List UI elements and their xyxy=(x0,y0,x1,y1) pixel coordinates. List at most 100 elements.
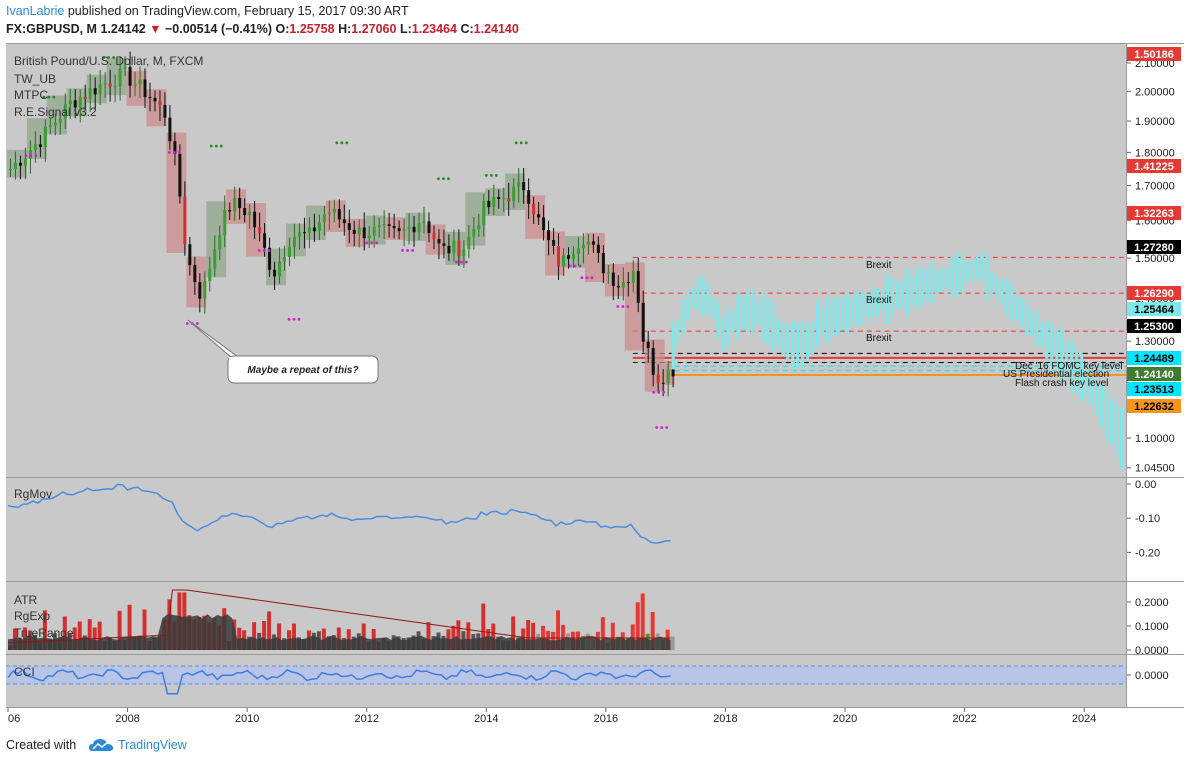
fomc-label: Dec '16 FOMC key level xyxy=(1015,361,1123,372)
candle-body xyxy=(218,235,222,250)
flash-crash-label: Flash crash key level xyxy=(1015,378,1108,389)
candle-body xyxy=(43,126,47,148)
projection-bar xyxy=(776,318,780,348)
projection-bar xyxy=(706,284,710,315)
projection-bar xyxy=(930,261,934,306)
projection-bar xyxy=(671,322,675,370)
candle-body xyxy=(243,208,247,216)
callout-bubble[interactable]: Maybe a repeat of this? xyxy=(187,319,379,384)
price-tick-label: 2.00000 xyxy=(1135,86,1175,98)
price-tick-label: 1.10000 xyxy=(1135,433,1175,445)
signal-dot xyxy=(102,56,106,59)
signal-dot xyxy=(267,249,271,252)
candle-body xyxy=(88,88,92,99)
true-range-bar xyxy=(635,602,640,650)
candle-body xyxy=(537,214,541,218)
range-box xyxy=(525,195,546,239)
price-badge-label: 1.50186 xyxy=(1134,49,1174,61)
signal-dot xyxy=(590,276,594,280)
candle-body xyxy=(477,225,481,230)
low-label: L: xyxy=(399,22,412,36)
candle-body xyxy=(123,66,127,69)
signal-dot xyxy=(578,264,582,268)
down-arrow-icon: ▼ xyxy=(149,22,162,36)
projection-bar xyxy=(1010,283,1014,322)
signal-dot xyxy=(219,144,223,148)
signal-dot xyxy=(257,249,261,252)
indicator-mtpc: MTPC xyxy=(14,88,48,102)
candle-body xyxy=(153,97,157,102)
true-range-bar xyxy=(361,623,366,650)
candle-body xyxy=(507,198,511,202)
price-tick-label: 1.80000 xyxy=(1135,147,1175,159)
candle-body xyxy=(148,97,152,99)
projection-bar xyxy=(1035,310,1039,348)
projection-bar xyxy=(895,281,899,310)
projection-bar xyxy=(1060,328,1064,382)
author-link[interactable]: IvanLabrie xyxy=(6,4,65,18)
candle-body xyxy=(23,158,27,166)
projection-bar xyxy=(756,301,760,325)
rgmov-line xyxy=(7,483,671,544)
time-tick-label: 2010 xyxy=(235,713,259,725)
projection-bar xyxy=(1050,323,1054,369)
true-range-bar xyxy=(142,609,147,650)
candle-body xyxy=(213,249,217,269)
candle-body xyxy=(372,227,376,236)
price-tick-label: 1.90000 xyxy=(1135,116,1175,128)
signal-dot xyxy=(489,174,493,177)
candle-body xyxy=(566,255,570,259)
candle-body xyxy=(263,233,267,248)
candle-body xyxy=(661,382,665,384)
candle-body xyxy=(666,369,670,384)
cci-tick-label: 0.0000 xyxy=(1135,670,1169,682)
projection-bar xyxy=(711,296,715,319)
candle-body xyxy=(387,224,391,226)
candle-body xyxy=(283,257,287,262)
tradingview-cloud-icon xyxy=(89,739,113,751)
price-badge xyxy=(1127,286,1181,300)
candle-body xyxy=(621,282,625,288)
brexit-label-1: Brexit xyxy=(866,260,892,271)
signal-dot xyxy=(335,141,339,145)
candle-body xyxy=(482,200,486,226)
signal-dot xyxy=(297,317,301,321)
candle-body xyxy=(258,227,262,234)
candle-body xyxy=(327,212,331,215)
projection-bar xyxy=(741,296,745,331)
candle-body xyxy=(601,253,605,274)
rgmov-label: RgMov xyxy=(14,487,52,501)
candle-body xyxy=(616,285,620,288)
projection-bar xyxy=(721,316,725,352)
signal-dot xyxy=(524,141,528,145)
signal-dot xyxy=(464,260,468,264)
signal-dot xyxy=(209,144,213,148)
projection-bar xyxy=(836,296,840,336)
projection-bar xyxy=(1095,380,1099,417)
signal-dot xyxy=(287,317,291,321)
projection-bar xyxy=(806,324,810,360)
projection-bar xyxy=(1055,328,1059,374)
candle-body xyxy=(641,302,645,342)
projection-bar xyxy=(995,276,999,298)
candle-body xyxy=(492,197,496,208)
true-range-bar xyxy=(77,621,82,650)
price-tick-label: 1.30000 xyxy=(1135,336,1175,348)
true-range-bar xyxy=(252,622,257,650)
rgmov-tick-label: -0.10 xyxy=(1135,513,1160,525)
candle-body xyxy=(606,272,610,274)
projection-bar xyxy=(786,325,790,360)
last-price: 1.24142 xyxy=(100,22,146,36)
indicator-signal: R.E.Signal v3.2 xyxy=(14,105,97,119)
signal-dot xyxy=(437,177,440,181)
chart-canvas[interactable]: Brexit Brexit Brexit Dec '16 FOMC key le… xyxy=(0,0,1184,732)
projection-bar xyxy=(980,252,984,281)
projection-bar xyxy=(821,308,825,335)
candle-body xyxy=(557,245,561,267)
tradingview-link[interactable]: TradingView xyxy=(118,738,187,752)
true-range-bar xyxy=(600,617,605,650)
candle-body xyxy=(223,210,227,236)
candle-body xyxy=(317,222,321,232)
signal-dot xyxy=(401,249,404,252)
signal-dot xyxy=(665,426,669,429)
